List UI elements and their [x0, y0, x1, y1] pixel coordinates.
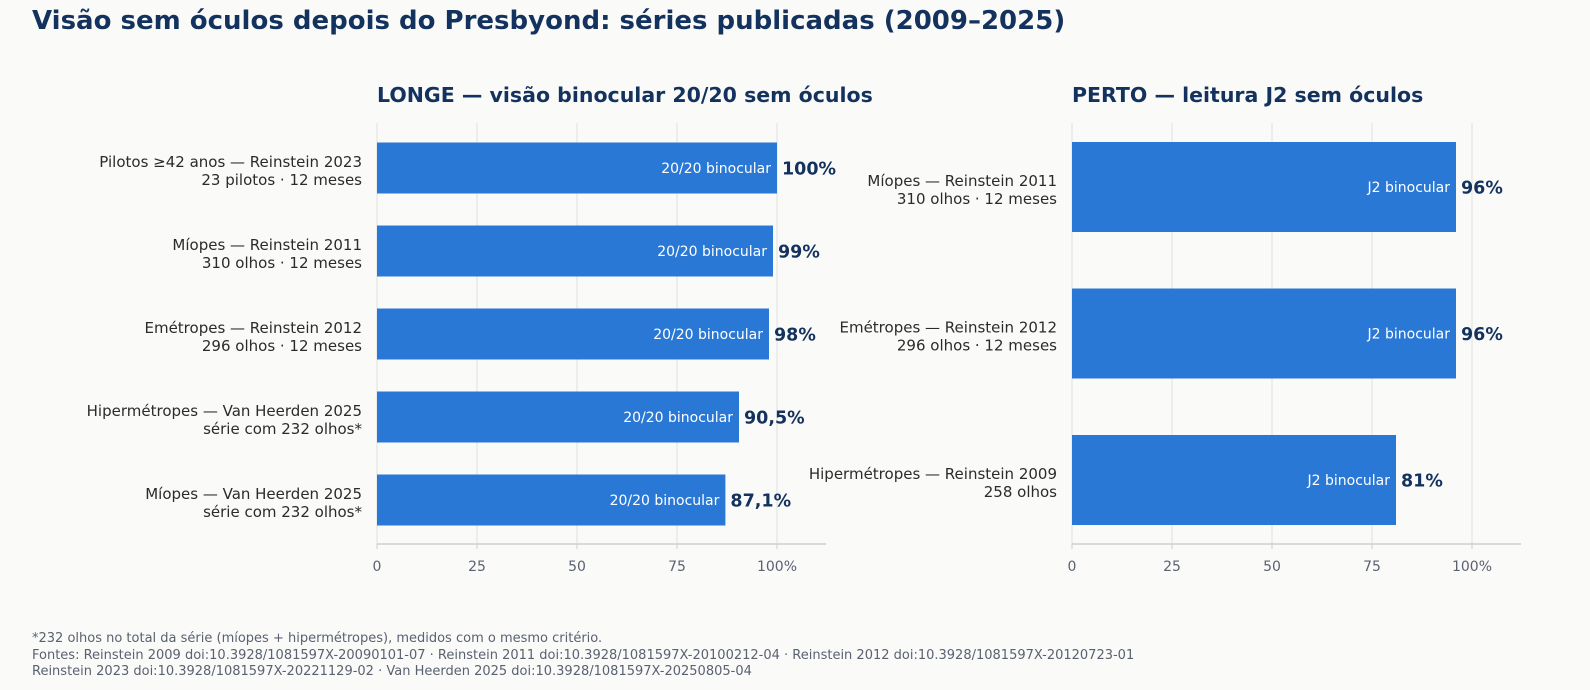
panel-1-bar-3 — [377, 308, 769, 360]
panel-1-category-label-4: Hipermétropes — Van Heerden 2025 — [87, 402, 362, 420]
panel-1-bar-inner-label-2: 20/20 binocular — [657, 244, 767, 260]
panel-2-value-label-1: 96% — [1461, 179, 1503, 199]
panel-1-value-label-1: 100% — [782, 160, 836, 180]
footnote-sources: Fontes: Reinstein 2009 doi:10.3928/10815… — [32, 647, 1135, 663]
panel-1-value-label-5: 87,1% — [730, 492, 791, 512]
footnote: *232 olhos no total da série (míopes + h… — [32, 631, 1134, 681]
panel-1-category-sublabel-2: 310 olhos · 12 meses — [202, 254, 362, 272]
panel-1-title: LONGE — visão binocular 20/20 sem óculos — [377, 83, 873, 107]
panel-2-category-label-3: Hipermétropes — Reinstein 2009 — [809, 465, 1057, 483]
panel-2-category-sublabel-1: 310 olhos · 12 meses — [897, 190, 1057, 208]
panel-1-value-label-3: 98% — [774, 326, 816, 346]
panel-1-value-label-4: 90,5% — [744, 409, 805, 429]
page-title: Visão sem óculos depois do Presbyond: sé… — [32, 6, 1066, 36]
footnote-sources-continued: Reinstein 2023 doi:10.3928/1081597X-2022… — [32, 664, 752, 679]
panel-2-value-label-2: 96% — [1461, 325, 1503, 345]
panel-1-category-sublabel-4: série com 232 olhos* — [203, 420, 362, 438]
panel-1-bar-4 — [377, 391, 739, 443]
panel-1-tick-label-0: 0 — [373, 559, 382, 575]
panel-2-bar-inner-label-3: J2 binocular — [1307, 473, 1391, 489]
panel-2-bar-3 — [1072, 435, 1396, 525]
panel-1-bar-5 — [377, 474, 726, 526]
panel-2-bar-1 — [1072, 142, 1456, 232]
panel-1-bar-inner-label-1: 20/20 binocular — [661, 161, 771, 177]
panel-2-category-label-2: Emétropes — Reinstein 2012 — [839, 319, 1057, 337]
panel-2-title: PERTO — leitura J2 sem óculos — [1072, 83, 1423, 107]
panel-2-value-label-3: 81% — [1401, 472, 1443, 492]
panel-1-bar-inner-label-4: 20/20 binocular — [623, 410, 733, 426]
panel-1-category-label-2: Míopes — Reinstein 2011 — [172, 236, 362, 254]
panel-1-bar-2 — [377, 225, 773, 277]
panel-2-tick-label-0: 0 — [1068, 559, 1077, 575]
panel-1-tick-label-50: 50 — [568, 559, 586, 575]
panel-1-category-sublabel-3: 296 olhos · 12 meses — [202, 337, 362, 355]
panel-1-bar-1 — [377, 142, 777, 194]
panel-2-category-sublabel-2: 296 olhos · 12 meses — [897, 337, 1057, 355]
panel-1-category-label-1: Pilotos ≥42 anos — Reinstein 2023 — [99, 153, 362, 171]
panel-2-category-label-1: Míopes — Reinstein 2011 — [867, 172, 1057, 190]
panel-2-bar-inner-label-1: J2 binocular — [1367, 180, 1451, 196]
panel-1-category-label-3: Emétropes — Reinstein 2012 — [144, 319, 362, 337]
footnote-asterisk-note: *232 olhos no total da série (míopes + h… — [32, 631, 603, 646]
panel-1-tick-label-100: 100% — [757, 559, 797, 575]
panel-2-bar-2 — [1072, 288, 1456, 379]
panel-2-bar-inner-label-2: J2 binocular — [1367, 327, 1451, 343]
panel-1-category-sublabel-5: série com 232 olhos* — [203, 503, 362, 521]
panel-1-category-label-5: Míopes — Van Heerden 2025 — [145, 485, 362, 503]
panel-2-tick-label-75: 75 — [1363, 559, 1381, 575]
panel-1-category-sublabel-1: 23 pilotos · 12 meses — [201, 171, 362, 189]
panel-1-bar-inner-label-3: 20/20 binocular — [653, 327, 763, 343]
panel-2-tick-label-50: 50 — [1263, 559, 1281, 575]
panel-1-bar-inner-label-5: 20/20 binocular — [610, 493, 720, 509]
panel-2-tick-label-25: 25 — [1163, 559, 1181, 575]
panel-1-tick-label-75: 75 — [668, 559, 686, 575]
panel-1-value-label-2: 99% — [778, 243, 820, 263]
panel-1-tick-label-25: 25 — [468, 559, 486, 575]
panel-2-category-sublabel-3: 258 olhos — [984, 483, 1057, 501]
panel-2-tick-label-100: 100% — [1452, 559, 1492, 575]
